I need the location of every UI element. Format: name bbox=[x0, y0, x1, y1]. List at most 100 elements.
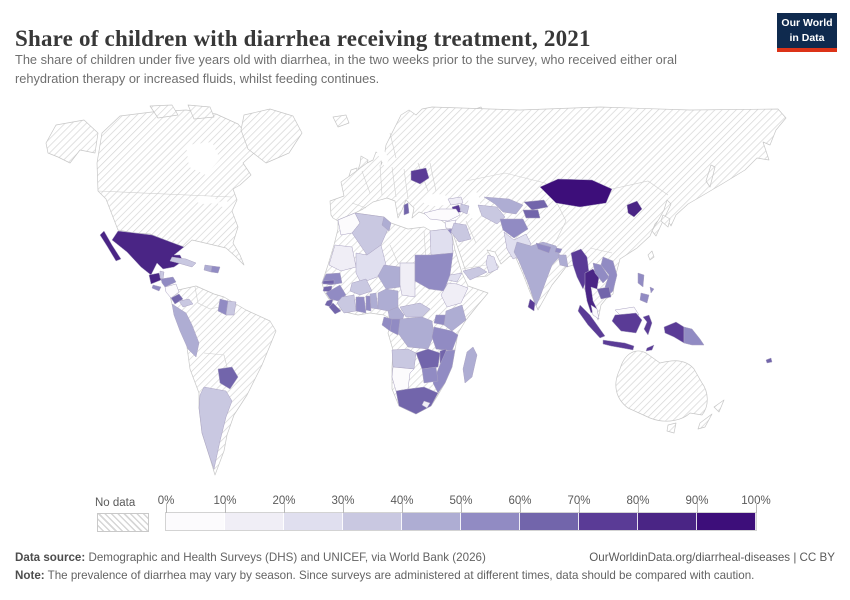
legend-bin-10-20[interactable] bbox=[225, 513, 284, 530]
country-el-salvador[interactable] bbox=[151, 284, 162, 292]
country-chad[interactable] bbox=[399, 262, 416, 298]
country-panama[interactable] bbox=[178, 298, 194, 308]
country-belarus[interactable] bbox=[410, 167, 430, 185]
legend-bin-30-40[interactable] bbox=[343, 513, 402, 530]
country-haiti[interactable] bbox=[203, 264, 213, 273]
country-eritrea[interactable] bbox=[447, 272, 463, 283]
legend-bin-60-70[interactable] bbox=[520, 513, 579, 530]
country-paraguay[interactable] bbox=[217, 366, 239, 390]
country-turkey[interactable] bbox=[423, 208, 461, 222]
data-countries bbox=[99, 167, 773, 470]
border-central-asia bbox=[465, 172, 669, 254]
region-new-zealand[interactable] bbox=[697, 399, 725, 430]
legend-bin-50-60[interactable] bbox=[461, 513, 520, 530]
country-albania[interactable] bbox=[403, 202, 410, 216]
region-iceland[interactable] bbox=[332, 114, 350, 128]
chart-subtitle: The share of children under five years o… bbox=[15, 52, 677, 87]
region-sakhalin[interactable] bbox=[705, 164, 716, 188]
legend-tick-mark bbox=[225, 503, 226, 513]
country-kenya[interactable] bbox=[443, 304, 467, 332]
country-zambia[interactable] bbox=[415, 348, 441, 370]
country-nepal[interactable] bbox=[535, 242, 552, 254]
legend-bin-80-90[interactable] bbox=[638, 513, 697, 530]
country-zimbabwe[interactable] bbox=[421, 366, 439, 384]
country-liberia[interactable] bbox=[328, 302, 342, 315]
no-data-label: No data bbox=[95, 497, 136, 509]
owid-logo[interactable]: Our World in Data bbox=[777, 13, 837, 52]
region-tasmania[interactable] bbox=[666, 422, 677, 434]
no-data-swatch[interactable] bbox=[97, 513, 149, 532]
country-madagascar[interactable] bbox=[462, 346, 478, 384]
legend-tick-label-50%: 50% bbox=[449, 495, 473, 507]
country-afghanistan[interactable] bbox=[499, 218, 529, 239]
country-suriname[interactable] bbox=[225, 300, 237, 316]
country-bhutan[interactable] bbox=[554, 247, 563, 254]
country-mongolia[interactable] bbox=[539, 178, 613, 208]
country-dominican-republic[interactable] bbox=[210, 265, 221, 274]
country-guatemala[interactable] bbox=[148, 272, 162, 285]
region-taiwan[interactable] bbox=[647, 250, 655, 261]
country-mexico[interactable] bbox=[99, 230, 185, 276]
country-papua-new-guinea[interactable] bbox=[683, 326, 705, 346]
legend-tick-label-90%: 90% bbox=[685, 495, 709, 507]
region-australia[interactable] bbox=[615, 350, 708, 422]
country-iraq[interactable] bbox=[450, 222, 472, 243]
legend-bin-40-50[interactable] bbox=[402, 513, 461, 530]
country-sudan[interactable] bbox=[414, 252, 454, 292]
country-cambodia[interactable] bbox=[596, 286, 612, 300]
data-source-value: Demographic and Health Surveys (DHS) and… bbox=[88, 551, 486, 564]
country-ethiopia[interactable] bbox=[440, 282, 469, 308]
country-timor-leste[interactable] bbox=[645, 344, 655, 352]
region-south-korea[interactable] bbox=[660, 214, 671, 228]
country-peru[interactable] bbox=[171, 303, 200, 358]
country-niger[interactable] bbox=[377, 264, 401, 290]
country-india[interactable] bbox=[513, 241, 561, 307]
legend-bin-0-10[interactable] bbox=[166, 513, 225, 530]
country-lesotho[interactable] bbox=[421, 400, 431, 409]
great-lakes-east bbox=[218, 201, 230, 207]
legend-bin-90-100[interactable] bbox=[697, 513, 756, 530]
region-alaska[interactable] bbox=[45, 119, 99, 164]
country-georgia[interactable] bbox=[447, 196, 464, 206]
country-nigeria[interactable] bbox=[377, 288, 399, 312]
region-japan[interactable] bbox=[651, 199, 672, 237]
country-mozambique[interactable] bbox=[432, 349, 456, 394]
country-cote-divoire[interactable] bbox=[336, 294, 357, 314]
country-laos[interactable] bbox=[592, 262, 610, 284]
country-costa-rica[interactable] bbox=[170, 293, 184, 305]
country-central-african-republic[interactable] bbox=[399, 302, 431, 318]
country-fiji[interactable] bbox=[765, 357, 773, 364]
country-nicaragua[interactable] bbox=[164, 283, 180, 299]
country-yemen[interactable] bbox=[462, 266, 488, 281]
country-indonesia[interactable] bbox=[577, 304, 685, 351]
country-gabon[interactable] bbox=[381, 316, 393, 332]
legend-tick-label-10%: 10% bbox=[213, 495, 237, 507]
country-oman[interactable] bbox=[485, 254, 499, 274]
country-burkina-faso[interactable] bbox=[349, 278, 373, 296]
country-togo[interactable] bbox=[365, 295, 372, 312]
country-mauritania[interactable] bbox=[328, 244, 357, 272]
country-north-korea[interactable] bbox=[626, 200, 643, 218]
country-bangladesh[interactable] bbox=[557, 254, 569, 268]
region-greenland[interactable] bbox=[240, 108, 303, 164]
country-philippines[interactable] bbox=[637, 272, 655, 304]
country-south-africa[interactable] bbox=[395, 386, 439, 415]
country-gambia[interactable] bbox=[322, 279, 335, 285]
legend-bin-20-30[interactable] bbox=[284, 513, 343, 530]
country-tajikistan[interactable] bbox=[522, 209, 541, 219]
country-uzbekistan[interactable] bbox=[483, 196, 524, 215]
country-kyrgyzstan[interactable] bbox=[523, 199, 549, 211]
country-honduras[interactable] bbox=[160, 276, 177, 288]
country-argentina[interactable] bbox=[198, 386, 233, 470]
country-sri-lanka[interactable] bbox=[527, 298, 536, 312]
country-dr-congo[interactable] bbox=[397, 316, 435, 350]
country-ghana[interactable] bbox=[355, 296, 367, 314]
country-belize[interactable] bbox=[159, 270, 165, 280]
country-cuba[interactable] bbox=[169, 256, 197, 268]
legend-bin-70-80[interactable] bbox=[579, 513, 638, 530]
country-tunisia[interactable] bbox=[381, 216, 392, 232]
country-azerbaijan[interactable] bbox=[459, 203, 470, 215]
country-egypt[interactable] bbox=[429, 228, 454, 256]
attribution-link[interactable]: OurWorldinData.org/diarrheal-diseases | … bbox=[589, 551, 835, 564]
country-angola[interactable] bbox=[391, 348, 417, 370]
